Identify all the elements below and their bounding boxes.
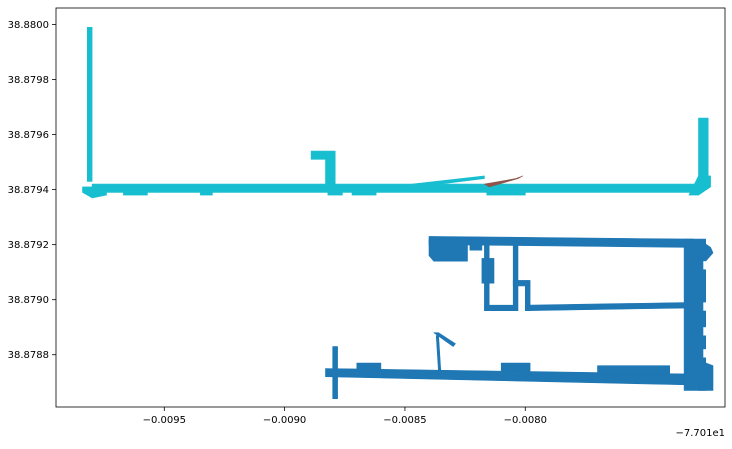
map-shape-0-11 [688, 175, 711, 196]
map-shape-0-6 [351, 189, 377, 196]
map-shape-2-3 [500, 362, 531, 372]
map-shape-1-0 [484, 175, 524, 188]
y-tick-label-3: 38.8794 [8, 185, 49, 196]
map-shape-0-0 [87, 26, 93, 182]
map-shape-0-2 [91, 183, 699, 193]
map-shape-2-13 [484, 304, 519, 312]
map-shape-2-12 [484, 241, 490, 309]
axes-frame [55, 7, 726, 408]
map-shape-2-6 [698, 238, 714, 265]
map-shape-0-5 [327, 189, 343, 196]
y-tick-label-2: 38.8792 [8, 240, 49, 251]
map-shape-2-15 [512, 280, 531, 287]
map-shape-2-4 [597, 365, 671, 375]
y-tick-label-0: 38.8788 [8, 350, 49, 361]
map-shape-0-9 [411, 175, 485, 188]
y-tick-label-4: 38.8796 [8, 130, 49, 141]
y-axis-ticks: 38.8788 38.8790 38.8792 38.8794 38.8796 38.87… [8, 20, 56, 361]
map-shape-2-14 [512, 241, 519, 306]
y-tick-label-5: 38.8798 [8, 75, 49, 86]
map-shape-0-4 [200, 189, 213, 196]
y-tick-label-1: 38.8790 [8, 295, 49, 306]
map-notch-0 [703, 261, 709, 270]
x-axis-ticks: −0.0095 −0.0090 −0.0085 −0.0080 [143, 407, 547, 426]
map-shape-2-9 [428, 238, 468, 262]
map-shape-2-2 [356, 362, 382, 372]
x-tick-label-1: −0.0090 [263, 415, 306, 426]
map-shape-2-17 [524, 302, 695, 312]
map-shape-2-8 [428, 236, 695, 248]
map-shape-0-10 [698, 117, 709, 177]
x-tick-label-0: −0.0095 [143, 415, 186, 426]
y-tick-label-6: 38.8800 [8, 20, 49, 31]
map-notch-1 [703, 302, 709, 311]
map-shape-0-3 [123, 189, 148, 196]
x-axis-offset-label: −7.701e1 [675, 428, 725, 439]
map-shape-2-10 [469, 238, 483, 251]
map-shape-2-18 [435, 335, 442, 375]
map-notch-3 [703, 349, 709, 358]
map-shape-0-7 [486, 189, 526, 196]
x-tick-label-3: −0.0080 [504, 415, 547, 426]
map-shape-2-7 [698, 359, 714, 391]
map-shape-2-19 [433, 332, 456, 347]
shapes-layer [82, 26, 714, 400]
map-shape-0-8 [310, 150, 336, 188]
map-notch-2 [703, 327, 709, 336]
x-tick-label-2: −0.0085 [383, 415, 426, 426]
